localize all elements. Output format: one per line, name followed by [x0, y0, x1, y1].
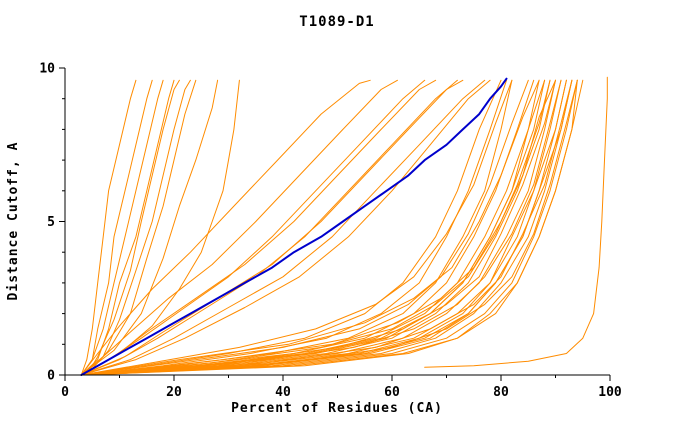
x-tick-label: 20: [166, 385, 182, 400]
model-curve: [86, 79, 556, 376]
model-curve: [86, 79, 578, 376]
x-tick-label: 0: [61, 385, 69, 400]
model-curve: [86, 79, 573, 376]
y-tick-label: 10: [39, 62, 55, 77]
best-model-curve: [80, 77, 508, 376]
model-curve: [80, 79, 578, 376]
model-curve: [86, 79, 573, 376]
model-curve: [80, 79, 573, 376]
model-curve: [80, 79, 164, 376]
model-curve: [80, 79, 513, 376]
model-curve: [86, 79, 578, 376]
model-curve: [80, 79, 137, 376]
model-curve: [80, 79, 540, 376]
model-curve: [86, 79, 197, 376]
model-curve: [80, 79, 562, 376]
model-curve: [80, 79, 529, 376]
x-tick-label: 40: [275, 385, 291, 400]
model-curve: [80, 79, 371, 376]
ticks: 0 20 40 60 80 100 0 5 10: [39, 62, 622, 401]
series-lines: [80, 76, 608, 376]
plot-title: T1089-D1: [299, 14, 374, 30]
model-curve: [80, 79, 507, 376]
model-curve: [80, 79, 153, 376]
model-curve: [80, 79, 464, 376]
model-curve: [86, 79, 567, 376]
model-curve: [80, 79, 551, 376]
model-curve: [86, 79, 556, 376]
model-curve: [86, 79, 551, 376]
y-tick-label: 0: [47, 369, 55, 384]
model-curve: [80, 79, 240, 376]
x-axis-label: Percent of Residues (CA): [231, 401, 443, 416]
x-tick-label: 100: [598, 385, 622, 400]
model-curve: [80, 79, 491, 376]
model-curve: [86, 79, 546, 376]
x-tick-label: 80: [493, 385, 509, 400]
model-curve: [86, 79, 180, 376]
model-curve: [80, 79, 191, 376]
y-axis-label: Distance Cutoff, A: [6, 142, 21, 301]
model-curve: [80, 79, 486, 376]
model-curve: [80, 79, 398, 376]
model-curve: [80, 79, 437, 376]
model-curve: [80, 79, 562, 376]
model-curve: [86, 79, 556, 376]
model-curve: [80, 79, 219, 376]
model-curve: [424, 76, 608, 368]
x-tick-label: 60: [384, 385, 400, 400]
y-tick-label: 5: [47, 215, 55, 230]
